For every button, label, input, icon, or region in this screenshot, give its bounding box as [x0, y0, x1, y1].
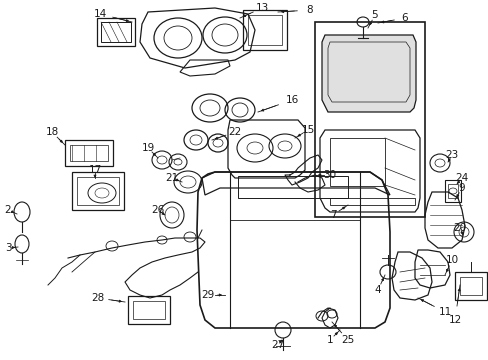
Text: 26: 26	[151, 205, 164, 215]
Bar	[243, 10, 286, 50]
Bar	[65, 140, 113, 166]
Text: 15: 15	[301, 125, 314, 135]
Text: 11: 11	[437, 307, 451, 317]
Text: 25: 25	[341, 335, 354, 345]
Bar	[72, 172, 124, 210]
Text: 21: 21	[165, 173, 178, 183]
Text: 30: 30	[323, 170, 336, 180]
Bar	[444, 180, 460, 202]
Text: 28: 28	[91, 293, 104, 303]
Bar	[247, 15, 282, 45]
Bar	[238, 176, 347, 198]
Text: 8: 8	[306, 5, 313, 15]
Bar	[128, 296, 170, 324]
Text: 3: 3	[5, 243, 11, 253]
Bar	[329, 138, 384, 186]
Text: 13: 13	[255, 3, 268, 13]
Bar	[77, 177, 119, 205]
Bar	[447, 184, 457, 198]
Text: 16: 16	[285, 95, 298, 105]
Polygon shape	[321, 35, 415, 112]
Text: 10: 10	[445, 255, 458, 265]
Bar	[70, 145, 108, 161]
Text: 17: 17	[88, 165, 102, 175]
Text: 1: 1	[326, 335, 333, 345]
Text: 20: 20	[452, 223, 466, 233]
Text: 18: 18	[45, 127, 59, 137]
Bar	[133, 301, 164, 319]
Text: 14: 14	[93, 9, 106, 19]
Text: 22: 22	[228, 127, 241, 137]
Bar	[101, 22, 131, 42]
Bar	[454, 272, 486, 300]
Text: 23: 23	[445, 150, 458, 160]
Text: 6: 6	[401, 13, 407, 23]
Text: 12: 12	[447, 315, 461, 325]
Bar	[459, 277, 481, 295]
Text: 27: 27	[271, 340, 284, 350]
Bar	[314, 22, 424, 217]
Text: 2: 2	[5, 205, 11, 215]
Bar	[97, 18, 135, 46]
Text: 7: 7	[329, 210, 336, 220]
Text: 4: 4	[374, 285, 381, 295]
Text: 9: 9	[458, 183, 465, 193]
Text: 29: 29	[201, 290, 214, 300]
Text: 19: 19	[141, 143, 154, 153]
Text: 5: 5	[371, 10, 378, 20]
Text: 24: 24	[454, 173, 468, 183]
